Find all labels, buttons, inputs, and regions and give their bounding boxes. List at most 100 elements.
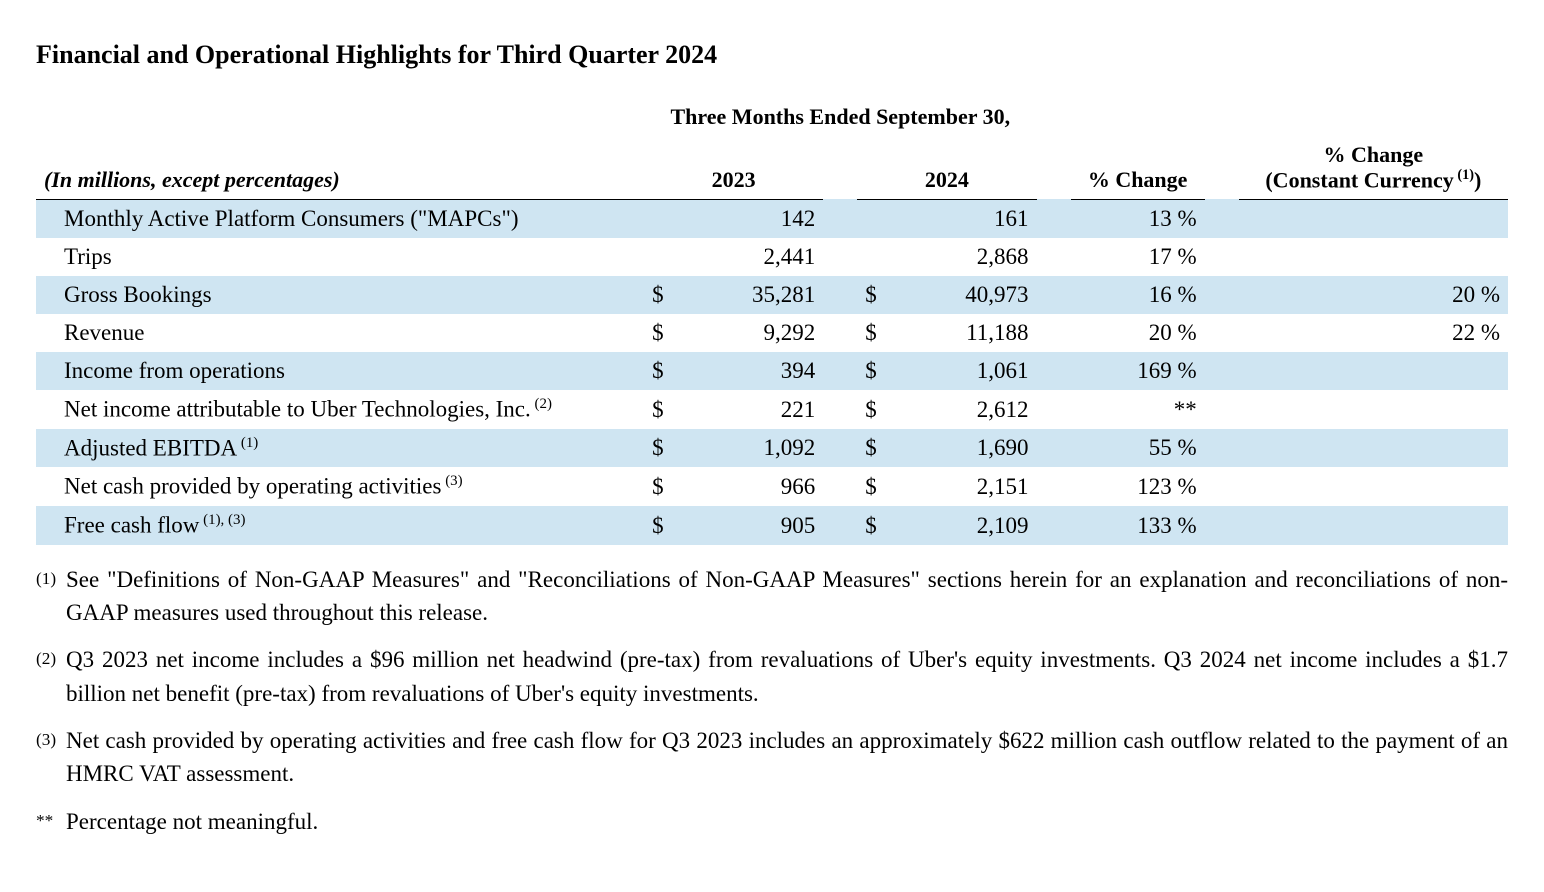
pct-change: 169 % — [1071, 352, 1205, 390]
value-2024: 11,188 — [903, 314, 1036, 352]
row-label: Monthly Active Platform Consumers ("MAPC… — [36, 199, 644, 238]
row-label-superscript: (1) — [237, 435, 258, 451]
table-row: Gross Bookings$35,281$40,97316 %20 % — [36, 276, 1508, 314]
page-title: Financial and Operational Highlights for… — [36, 40, 1508, 70]
value-2024: 1,061 — [903, 352, 1036, 390]
footnote-text: Net cash provided by operating activitie… — [66, 724, 1508, 791]
pct-change: 55 % — [1071, 429, 1205, 468]
footnote: **Percentage not meaningful. — [36, 805, 1508, 838]
value-2024: 2,868 — [903, 238, 1036, 276]
footnote-marker: (1) — [36, 563, 66, 630]
header-constant-currency: % Change (Constant Currency (1)) — [1239, 136, 1508, 199]
pct-change: 17 % — [1071, 238, 1205, 276]
header-pct-change: % Change — [1071, 136, 1205, 199]
pct-change-cc: 22 % — [1239, 314, 1508, 352]
table-row: Net cash provided by operating activitie… — [36, 467, 1508, 506]
pct-change-cc — [1239, 199, 1508, 238]
currency-2024: $ — [857, 390, 903, 429]
currency-2024: $ — [857, 276, 903, 314]
table-row: Income from operations$394$1,061169 % — [36, 352, 1508, 390]
pct-change: 123 % — [1071, 467, 1205, 506]
currency-2024: $ — [857, 429, 903, 468]
table-row: Monthly Active Platform Consumers ("MAPC… — [36, 199, 1508, 238]
value-2024: 2,109 — [903, 506, 1036, 545]
row-label: Income from operations — [36, 352, 644, 390]
value-2023: 966 — [690, 467, 823, 506]
value-2024: 40,973 — [903, 276, 1036, 314]
currency-2023: $ — [644, 429, 690, 468]
currency-2023: $ — [644, 390, 690, 429]
currency-2024: $ — [857, 352, 903, 390]
value-2024: 2,612 — [903, 390, 1036, 429]
pct-change-cc — [1239, 429, 1508, 468]
currency-2023 — [644, 199, 690, 238]
row-label: Adjusted EBITDA (1) — [36, 429, 644, 468]
currency-2023: $ — [644, 467, 690, 506]
pct-change: 133 % — [1071, 506, 1205, 545]
currency-2023: $ — [644, 352, 690, 390]
footnote-text: See "Definitions of Non-GAAP Measures" a… — [66, 563, 1508, 630]
cc-line2-end: ) — [1474, 168, 1481, 193]
row-label: Gross Bookings — [36, 276, 644, 314]
table-row: Free cash flow (1), (3)$905$2,109133 % — [36, 506, 1508, 545]
row-label: Net cash provided by operating activitie… — [36, 467, 644, 506]
pct-change-cc — [1239, 352, 1508, 390]
currency-2024: $ — [857, 314, 903, 352]
footnote: (3)Net cash provided by operating activi… — [36, 724, 1508, 791]
value-2023: 9,292 — [690, 314, 823, 352]
table-row: Net income attributable to Uber Technolo… — [36, 390, 1508, 429]
header-2024: 2024 — [857, 136, 1036, 199]
cc-line1: % Change — [1324, 142, 1424, 167]
footnote-text: Q3 2023 net income includes a $96 millio… — [66, 643, 1508, 710]
cc-sup: (1) — [1454, 167, 1474, 183]
row-label-superscript: (3) — [441, 473, 462, 489]
currency-2024: $ — [857, 467, 903, 506]
table-row: Revenue$9,292$11,18820 %22 % — [36, 314, 1508, 352]
footnote-marker: (3) — [36, 724, 66, 791]
footnote: (1)See "Definitions of Non-GAAP Measures… — [36, 563, 1508, 630]
currency-2023 — [644, 238, 690, 276]
row-label-superscript: (1), (3) — [199, 512, 245, 528]
currency-2024: $ — [857, 506, 903, 545]
pct-change: 20 % — [1071, 314, 1205, 352]
footnote-text: Percentage not meaningful. — [66, 805, 1508, 838]
pct-change: 16 % — [1071, 276, 1205, 314]
pct-change-cc — [1239, 238, 1508, 276]
table-row: Trips 2,441 2,868 17 % — [36, 238, 1508, 276]
row-label: Revenue — [36, 314, 644, 352]
currency-2023: $ — [644, 276, 690, 314]
financial-highlights-table: Three Months Ended September 30, (In mil… — [36, 98, 1508, 545]
pct-change: ** — [1071, 390, 1205, 429]
pct-change: 13 % — [1071, 199, 1205, 238]
header-label: (In millions, except percentages) — [36, 136, 644, 199]
column-spanner: Three Months Ended September 30, — [644, 98, 1036, 136]
value-2023: 221 — [690, 390, 823, 429]
value-2023: 35,281 — [690, 276, 823, 314]
value-2023: 394 — [690, 352, 823, 390]
footnote-marker: (2) — [36, 643, 66, 710]
value-2023: 1,092 — [690, 429, 823, 468]
value-2024: 161 — [903, 199, 1036, 238]
row-label: Trips — [36, 238, 644, 276]
value-2023: 905 — [690, 506, 823, 545]
pct-change-cc — [1239, 506, 1508, 545]
row-label: Free cash flow (1), (3) — [36, 506, 644, 545]
value-2023: 2,441 — [690, 238, 823, 276]
currency-2024 — [857, 238, 903, 276]
pct-change-cc — [1239, 390, 1508, 429]
header-2023: 2023 — [644, 136, 823, 199]
footnote-marker: ** — [36, 805, 66, 838]
value-2024: 2,151 — [903, 467, 1036, 506]
cc-line2: (Constant Currency — [1265, 168, 1453, 193]
footnotes: (1)See "Definitions of Non-GAAP Measures… — [36, 563, 1508, 838]
footnote: (2)Q3 2023 net income includes a $96 mil… — [36, 643, 1508, 710]
pct-change-cc: 20 % — [1239, 276, 1508, 314]
pct-change-cc — [1239, 467, 1508, 506]
value-2024: 1,690 — [903, 429, 1036, 468]
row-label-superscript: (2) — [531, 396, 552, 412]
currency-2024 — [857, 199, 903, 238]
value-2023: 142 — [690, 199, 823, 238]
currency-2023: $ — [644, 506, 690, 545]
table-row: Adjusted EBITDA (1)$1,092$1,69055 % — [36, 429, 1508, 468]
currency-2023: $ — [644, 314, 690, 352]
